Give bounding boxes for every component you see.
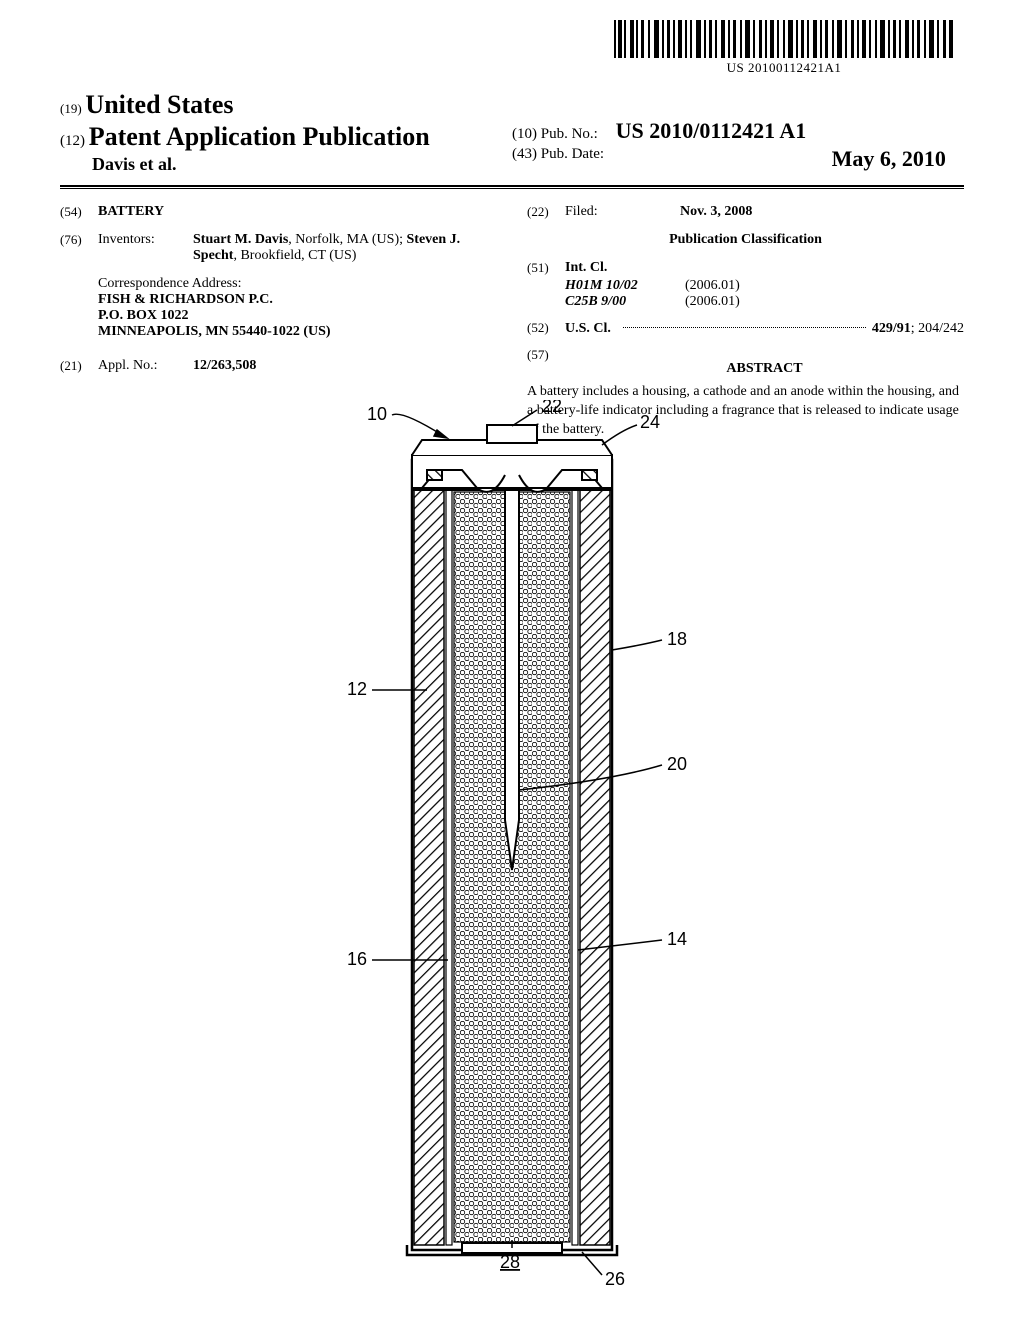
corr-label: Correspondence Address: (98, 276, 497, 292)
header: (19) United States (12) Patent Applicati… (60, 90, 964, 175)
ref-16: 16 (347, 949, 367, 969)
num-21: (21) (60, 358, 98, 374)
applno-label: Appl. No.: (98, 358, 193, 374)
filed-date: Nov. 3, 2008 (680, 204, 752, 219)
pubclass-title: Publication Classification (527, 232, 964, 248)
barcode-graphic (614, 20, 954, 58)
ref-28: 28 (500, 1252, 520, 1272)
pubno-label: Pub. No.: (541, 126, 598, 142)
barcode-text: US 20100112421A1 (614, 60, 954, 76)
num-22: (22) (527, 204, 565, 220)
ref-12: 12 (347, 679, 367, 699)
corr-line2: P.O. BOX 1022 (98, 308, 189, 323)
pubdate-label: Pub. Date: (541, 146, 604, 162)
ref-22: 22 (542, 400, 562, 416)
publication-type: Patent Application Publication (89, 122, 430, 151)
correspondence-address: Correspondence Address: FISH & RICHARDSO… (98, 276, 497, 340)
intcl1-code: H01M 10/02 (565, 278, 685, 294)
header-left: (19) United States (12) Patent Applicati… (60, 90, 467, 175)
abstract-title: ABSTRACT (565, 361, 964, 377)
country: United States (85, 90, 233, 119)
corr-line1: FISH & RICHARDSON P.C. (98, 292, 273, 307)
ref-18: 18 (667, 629, 687, 649)
num-57: (57) (527, 347, 565, 383)
uscl-dots (623, 327, 866, 328)
pubdate: May 6, 2010 (832, 146, 946, 172)
intcl1-ver: (2006.01) (685, 278, 740, 294)
header-right: (10) Pub. No.: US 2010/0112421 A1 (43) P… (512, 118, 946, 172)
ref-14: 14 (667, 929, 687, 949)
authors: Davis et al. (92, 154, 467, 175)
intcl-label: Int. Cl. (565, 260, 607, 275)
pubno: US 2010/0112421 A1 (616, 118, 807, 143)
num-10: (10) (512, 126, 537, 142)
num-76: (76) (60, 232, 98, 264)
num-52: (52) (527, 320, 565, 336)
ref-24: 24 (640, 412, 660, 432)
inventors: Stuart M. Davis, Norfolk, MA (US); Steve… (193, 232, 460, 263)
filed-label: Filed: (565, 204, 660, 220)
num-51: (51) (527, 260, 565, 276)
applno: 12/263,508 (193, 358, 256, 373)
num-12: (12) (60, 133, 85, 149)
uscl-label: U.S. Cl. (565, 321, 611, 337)
barcode-block: US 20100112421A1 (614, 20, 954, 76)
ref-10: 10 (367, 404, 387, 424)
num-54: (54) (60, 204, 98, 220)
uscl-codes: 429/91 (872, 321, 911, 336)
num-43: (43) (512, 146, 537, 162)
intcl2-ver: (2006.01) (685, 294, 740, 310)
invention-title: BATTERY (98, 204, 164, 219)
figure: 10 22 24 18 20 14 12 16 26 28 (0, 400, 1024, 1290)
corr-line3: MINNEAPOLIS, MN 55440-1022 (US) (98, 324, 331, 339)
header-rule (60, 185, 964, 189)
ref-26: 26 (605, 1269, 625, 1289)
ref-20: 20 (667, 754, 687, 774)
num-19: (19) (60, 101, 82, 116)
inventors-label: Inventors: (98, 232, 193, 264)
intcl2-code: C25B 9/00 (565, 294, 685, 310)
